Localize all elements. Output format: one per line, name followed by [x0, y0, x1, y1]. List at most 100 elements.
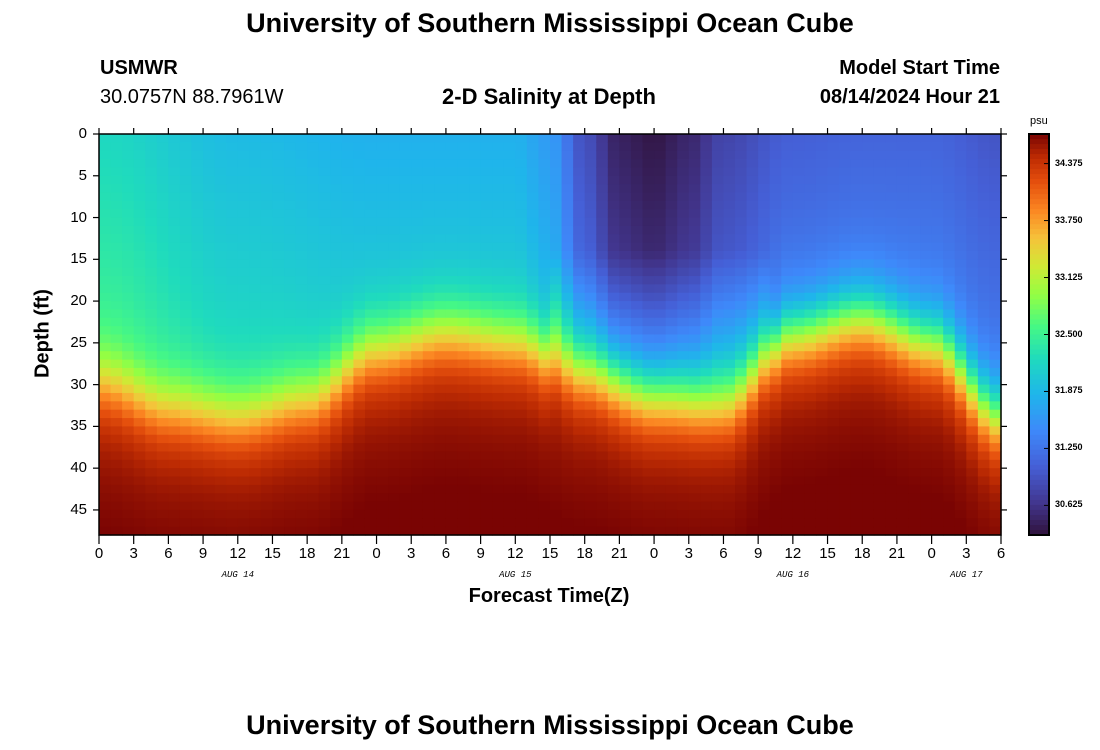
colorbar-segment	[1029, 194, 1049, 200]
heatmap-cell	[596, 493, 609, 503]
heatmap-cell	[827, 342, 840, 352]
heatmap-cell	[862, 192, 875, 202]
heatmap-cell	[711, 451, 725, 461]
heatmap-cell	[885, 267, 898, 277]
heatmap-cell	[422, 401, 435, 411]
heatmap-cell	[179, 526, 193, 536]
heatmap-cell	[769, 384, 782, 394]
heatmap-cell	[492, 359, 505, 369]
heatmap-cell	[364, 418, 378, 427]
heatmap-cell	[573, 376, 586, 386]
heatmap-cell	[584, 225, 597, 235]
heatmap-cell	[550, 317, 563, 327]
heatmap-cell	[954, 209, 967, 219]
heatmap-cell	[642, 250, 655, 260]
heatmap-cell	[607, 267, 620, 277]
heatmap-cell	[526, 334, 540, 344]
heatmap-cell	[272, 184, 285, 194]
heatmap-cell	[156, 418, 169, 427]
heatmap-cell	[711, 259, 725, 269]
heatmap-cell	[711, 292, 725, 302]
heatmap-cell	[711, 134, 725, 143]
heatmap-cell	[862, 476, 875, 486]
heatmap-cell	[561, 459, 574, 469]
heatmap-cell	[249, 142, 262, 152]
heatmap-cell	[99, 409, 112, 419]
heatmap-cell	[203, 326, 216, 336]
heatmap-cell	[469, 476, 482, 486]
heatmap-cell	[711, 401, 725, 411]
heatmap-cell	[966, 493, 979, 503]
heatmap-cell	[607, 309, 620, 319]
heatmap-cell	[318, 509, 331, 519]
heatmap-cell	[908, 276, 921, 285]
heatmap-cell	[295, 192, 308, 202]
heatmap-cell	[723, 317, 736, 327]
heatmap-cell	[526, 142, 540, 152]
heatmap-cell	[561, 401, 574, 411]
heatmap-cell	[422, 192, 435, 202]
heatmap-cell	[573, 259, 586, 269]
heatmap-cell	[272, 142, 285, 152]
heatmap-cell	[364, 234, 378, 244]
heatmap-cell	[168, 276, 181, 285]
heatmap-cell	[469, 451, 482, 461]
heatmap-cell	[353, 509, 366, 519]
colorbar-segment	[1029, 524, 1049, 531]
heatmap-cell	[827, 175, 840, 185]
heatmap-cell	[445, 200, 459, 210]
heatmap-cell	[700, 192, 713, 202]
heatmap-cell	[445, 301, 459, 311]
heatmap-cell	[214, 184, 227, 194]
heatmap-cell	[226, 150, 239, 160]
heatmap-cell	[492, 242, 505, 252]
heatmap-cell	[839, 150, 852, 160]
heatmap-cell	[411, 384, 424, 394]
heatmap-cell	[561, 509, 574, 519]
y-tick-label: 20	[70, 292, 87, 310]
heatmap-cell	[596, 150, 609, 160]
heatmap-cell	[307, 225, 320, 235]
heatmap-cell	[110, 217, 123, 227]
heatmap-cell	[596, 200, 609, 210]
heatmap-cell	[885, 351, 898, 361]
colorbar-segment	[1029, 379, 1049, 386]
heatmap-cell	[977, 150, 991, 160]
heatmap-cell	[133, 175, 146, 185]
heatmap-cell	[977, 259, 991, 269]
heatmap-cell	[561, 434, 574, 444]
heatmap-cell	[411, 309, 424, 319]
heatmap-cell	[920, 334, 933, 344]
heatmap-cell	[284, 184, 297, 194]
heatmap-cell	[943, 476, 956, 486]
heatmap-cell	[966, 242, 979, 252]
heatmap-cell	[630, 200, 644, 210]
heatmap-cell	[723, 426, 736, 436]
heatmap-cell	[307, 493, 320, 503]
heatmap-cell	[931, 376, 944, 386]
heatmap-cell	[214, 501, 227, 511]
heatmap-cell	[746, 259, 759, 269]
x-tick-label: 3	[962, 545, 971, 562]
heatmap-cell	[133, 301, 146, 311]
heatmap-cell	[630, 351, 644, 361]
heatmap-cell	[607, 451, 620, 461]
heatmap-cell	[399, 484, 412, 494]
heatmap-cell	[526, 501, 540, 511]
heatmap-cell	[457, 359, 470, 369]
heatmap-cell	[237, 334, 250, 344]
heatmap-cell	[422, 484, 435, 494]
heatmap-cell	[700, 292, 713, 302]
heatmap-cell	[445, 292, 459, 302]
heatmap-cell	[318, 459, 331, 469]
heatmap-cell	[226, 367, 239, 377]
heatmap-cell	[781, 434, 794, 444]
heatmap-cell	[307, 242, 320, 252]
heatmap-cell	[723, 493, 736, 503]
heatmap-cell	[792, 434, 806, 444]
heatmap-cell	[515, 159, 528, 169]
heatmap-cell	[896, 334, 910, 344]
heatmap-cell	[839, 276, 852, 285]
heatmap-cell	[469, 334, 482, 344]
heatmap-cell	[399, 518, 412, 528]
